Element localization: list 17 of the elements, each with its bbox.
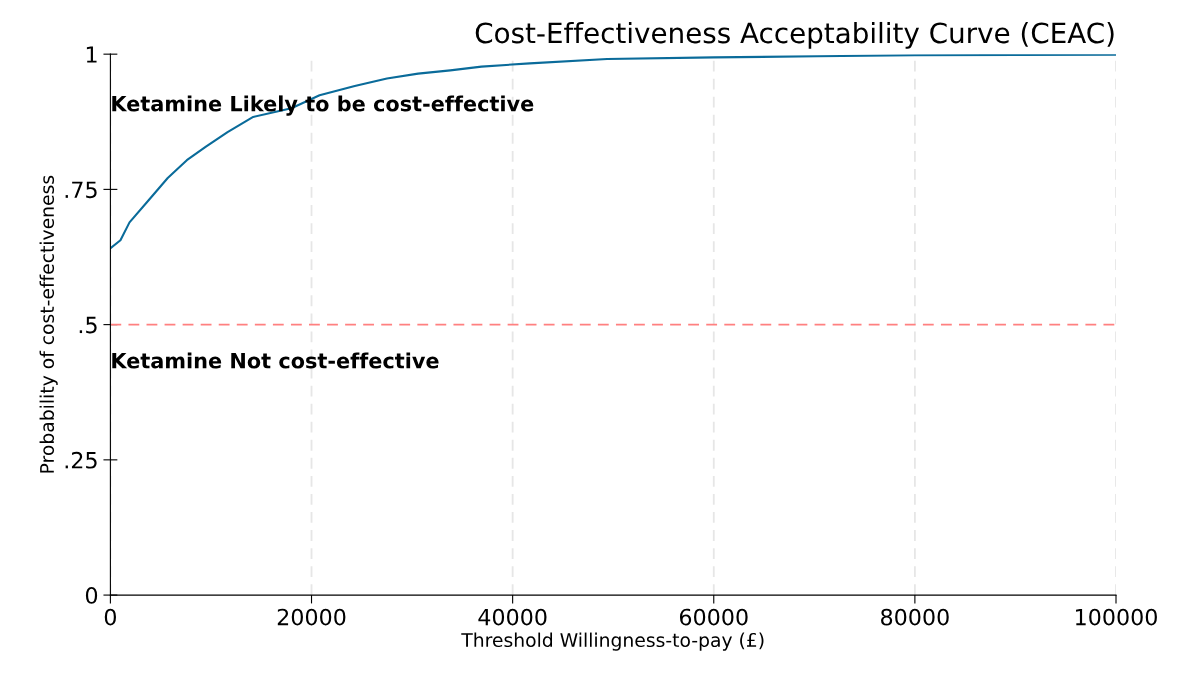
y-tick-label: 1 <box>86 46 97 63</box>
x-tick-label: 100000 <box>1076 608 1157 626</box>
x-tick-label: 0 <box>104 608 116 626</box>
annotation: Ketamine Likely to be cost-effective <box>112 95 534 116</box>
line-series <box>110 54 1116 250</box>
x-tick-label: 60000 <box>679 608 748 626</box>
x-tick-label: 40000 <box>478 608 547 626</box>
x-tick-label: 20000 <box>277 608 346 626</box>
annotation: Ketamine Not cost-effective <box>112 352 439 369</box>
y-axis-title: Probability of cost-effectiveness <box>39 175 58 473</box>
y-tick-label: .25 <box>65 451 97 469</box>
x-tick-label: 80000 <box>881 608 949 626</box>
y-tick-label: 0 <box>85 587 98 604</box>
chart-title: Cost-Effectiveness Acceptability Curve (CEAC) <box>475 21 1114 49</box>
y-tick-label: .5 <box>79 316 97 334</box>
y-tick-label: .75 <box>65 181 97 199</box>
x-axis-title: Threshold Willingness-to-pay (£) <box>461 632 764 651</box>
